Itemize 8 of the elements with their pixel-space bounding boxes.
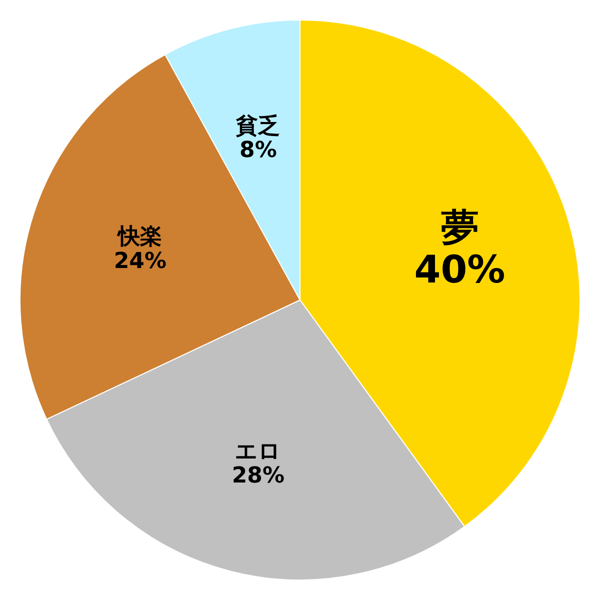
- data-label: 24%: [114, 248, 167, 274]
- slice-label: 貧乏: [235, 114, 280, 139]
- data-label: 8%: [240, 138, 277, 164]
- slice-label: 快楽: [116, 224, 162, 250]
- slice-label: エロ: [235, 439, 282, 464]
- data-label: 28%: [232, 464, 285, 489]
- data-label: 40%: [414, 247, 506, 292]
- slice-label: 夢: [440, 205, 479, 250]
